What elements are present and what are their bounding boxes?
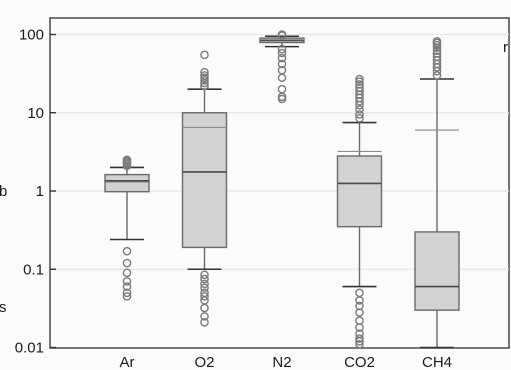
box-n2	[259, 30, 305, 104]
outlier-point	[355, 77, 364, 86]
x-axis: Ar O2 N2 CO2 CH4	[120, 354, 453, 370]
outlier-point	[200, 50, 209, 60]
right-edge-letter-r: r	[503, 39, 508, 56]
outlier-point	[355, 308, 364, 317]
outlier-point	[122, 288, 132, 298]
x-tick-label: N2	[272, 354, 291, 370]
outlier-point	[200, 292, 209, 301]
outlier-point	[277, 30, 287, 39]
outlier-point	[355, 113, 364, 123]
outlier-point	[122, 155, 132, 165]
y-tick-label: 1	[36, 183, 44, 200]
outlier-point	[355, 86, 364, 96]
outlier-point	[355, 296, 364, 305]
x-tick-label: Ar	[120, 354, 135, 370]
boxes	[104, 30, 460, 349]
outlier-point	[200, 270, 209, 280]
outlier-point	[432, 71, 442, 80]
outlier-point	[122, 268, 132, 278]
box-ar	[104, 155, 150, 301]
box	[414, 231, 460, 311]
box-ch4	[414, 36, 460, 349]
outlier-point	[200, 71, 209, 80]
outlier-point	[122, 292, 132, 301]
outlier-point	[355, 110, 364, 119]
outlier-point	[277, 48, 287, 58]
outlier-point	[200, 317, 209, 327]
outlier-point	[200, 303, 209, 313]
outlier-point	[432, 52, 442, 62]
outlier-point	[277, 84, 287, 94]
outlier-point	[355, 323, 364, 332]
outlier-point	[200, 81, 209, 91]
box-co2	[336, 74, 383, 349]
box	[336, 155, 383, 228]
outlier-point	[122, 282, 132, 291]
outlier-point	[355, 80, 364, 89]
x-tick-label: O2	[194, 354, 214, 370]
y-tick-label: 100	[19, 27, 44, 44]
box	[181, 112, 228, 249]
outlier-point	[355, 83, 364, 92]
outlier-point	[355, 105, 364, 114]
outlier-point	[355, 74, 364, 84]
left-edge-letter-b: b	[0, 183, 7, 200]
left-edge-letter-s: s	[0, 299, 7, 316]
outlier-point	[432, 49, 442, 58]
outlier-point	[355, 288, 364, 298]
outlier-point	[277, 73, 287, 83]
y-axis: 0.01 0.1 1 10 100	[15, 27, 56, 357]
outlier-point	[200, 279, 209, 289]
outlier-point	[355, 337, 364, 346]
outlier-point	[277, 44, 287, 54]
outlier-point	[432, 36, 442, 46]
x-tick-label: CH4	[422, 354, 452, 370]
outlier-point	[200, 283, 209, 293]
outlier-point	[200, 274, 209, 284]
outlier-point	[122, 277, 132, 286]
outlier-point	[355, 339, 364, 349]
outlier-point	[200, 312, 209, 321]
x-tick-label: CO2	[344, 354, 375, 370]
y-tick-label: 0.1	[23, 261, 44, 278]
outlier-point	[277, 94, 287, 104]
outlier-point	[277, 53, 287, 63]
outlier-point	[355, 334, 364, 343]
outlier-point	[122, 246, 132, 256]
y-tick-label: 10	[27, 105, 44, 122]
outlier-point	[200, 67, 209, 77]
outlier-point	[277, 59, 287, 69]
box	[104, 173, 150, 193]
outlier-point	[122, 258, 132, 268]
plot-frame	[49, 17, 510, 349]
outlier-point	[432, 43, 442, 52]
y-tick-label: 0.01	[15, 340, 44, 357]
outlier-point	[200, 75, 209, 85]
box-o2	[181, 50, 228, 327]
